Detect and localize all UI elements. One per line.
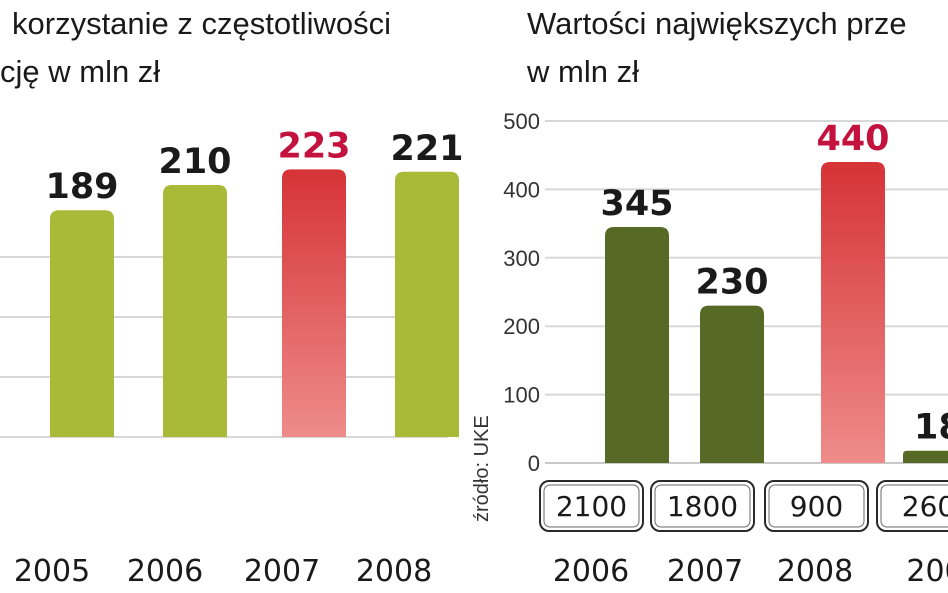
left-value-label-2005: 189 [45, 167, 118, 207]
left-value-label-2008: 221 [390, 129, 463, 169]
right-box-label-2008: 900 [790, 490, 843, 523]
right-y-tick: 300 [503, 246, 540, 271]
right-value-label-200: 18, [914, 408, 948, 448]
right-bar-chart: Wartości największych prze w mln zł 0 100… [471, 6, 948, 589]
right-bar-2007 [700, 305, 764, 463]
right-x-label-2007: 2007 [667, 554, 743, 589]
right-x-label-200: 200 [906, 554, 948, 589]
left-title-line-2: cję w mln zł [0, 54, 160, 89]
left-value-label-2007: 223 [277, 126, 350, 166]
right-bars: 345 230 440 18, [600, 119, 948, 464]
right-box-inner-2007 [654, 484, 751, 528]
right-title-line-1: Wartości największych prze [527, 6, 907, 41]
left-bar-2007 [282, 169, 346, 437]
right-title-line-2: w mln zł [526, 54, 639, 89]
right-y-tick: 400 [503, 177, 540, 202]
right-bar-2008 [821, 162, 885, 464]
right-x-labels: 2006 2007 2008 200 [553, 554, 948, 589]
left-x-label-2007: 2007 [244, 554, 320, 589]
right-box-label-2007: 1800 [667, 490, 738, 523]
source-label: źródło: UKE [471, 415, 493, 522]
right-box-200 [876, 480, 948, 532]
right-y-tick: 100 [503, 383, 540, 408]
right-box-inner-2008 [768, 484, 865, 528]
right-box-labels: 2100 1800 900 260 [539, 480, 948, 532]
right-box-inner-2006 [543, 484, 640, 528]
right-y-tick: 500 [503, 109, 540, 134]
right-value-label-2008: 440 [816, 119, 889, 159]
left-bar-2005 [50, 210, 114, 437]
right-bar-2006 [605, 227, 669, 463]
left-x-label-2005: 2005 [14, 554, 90, 589]
right-box-2006 [539, 480, 644, 532]
right-x-label-2008: 2008 [777, 554, 853, 589]
right-box-inner-200 [880, 484, 948, 528]
left-x-label-2006: 2006 [127, 554, 203, 589]
right-box-label-2006: 2100 [556, 490, 627, 523]
right-box-2008 [764, 480, 869, 532]
left-bar-2006 [163, 185, 227, 437]
left-bars: 189 210 223 221 [45, 126, 464, 438]
right-box-label-200: 260 [902, 490, 948, 523]
left-x-label-2008: 2008 [356, 554, 432, 589]
right-y-tick: 200 [503, 314, 540, 339]
right-bar-200 [903, 450, 948, 463]
right-y-tick: 0 [528, 451, 540, 476]
right-x-label-2006: 2006 [553, 554, 629, 589]
right-value-label-2006: 345 [600, 184, 673, 224]
left-bar-2008 [395, 171, 459, 438]
left-title-line-1: korzystanie z częstotliwości [12, 6, 391, 41]
right-box-2007 [650, 480, 755, 532]
right-y-ticks: 0 100 200 300 400 500 [503, 109, 540, 476]
left-bar-chart: korzystanie z częstotliwości cję w mln z… [0, 6, 464, 589]
left-value-label-2006: 210 [158, 142, 231, 182]
right-value-label-2007: 230 [695, 263, 768, 303]
left-x-labels: 2005 2006 2007 2008 [14, 554, 432, 589]
